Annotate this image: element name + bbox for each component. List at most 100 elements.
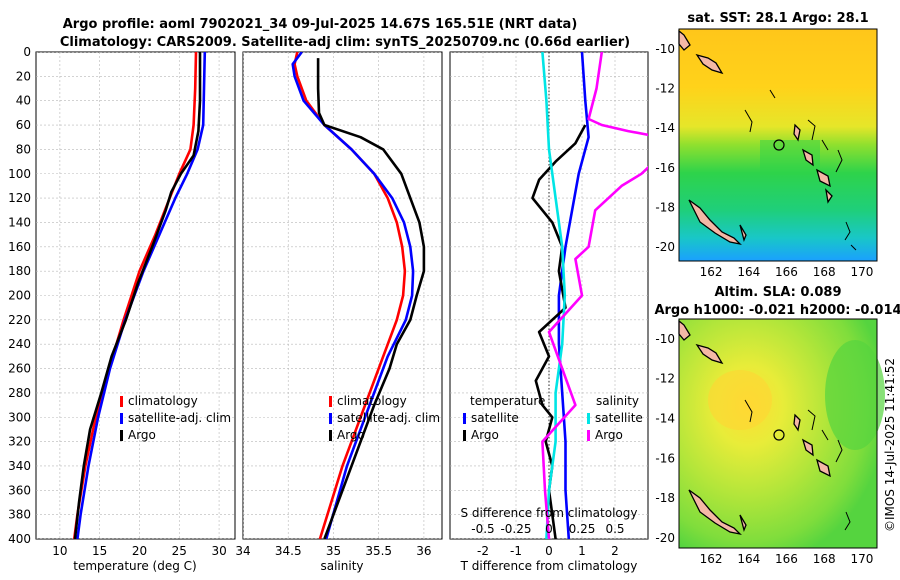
- sla-low-patch: [825, 340, 885, 450]
- map-y-tick-label: -18: [655, 200, 675, 214]
- map-x-tick-label: 162: [700, 265, 723, 279]
- legend-swatch-climatology: [329, 396, 332, 407]
- y-tick-label: 340: [8, 459, 31, 473]
- map-y-tick-label: -14: [655, 412, 675, 426]
- series-line-satellite-adj-clim: [291, 52, 415, 539]
- legend-label-climatology: climatology: [128, 394, 198, 408]
- y-tick-label: 400: [8, 532, 31, 546]
- sst-map-frame: [678, 28, 878, 262]
- map-y-tick-label: -18: [655, 491, 675, 505]
- x-tick-label: 34: [235, 544, 250, 558]
- series-line-climatology: [293, 52, 407, 539]
- legend-swatch-climatology: [120, 396, 123, 407]
- legend-title-salinity: salinity: [596, 394, 639, 408]
- sla-map-frame: [678, 318, 878, 549]
- sla-high-patch: [708, 370, 772, 430]
- map-y-tick-label: -10: [655, 42, 675, 56]
- difference-x2label: S difference from climatology: [461, 506, 638, 520]
- map-x-tick-label: 162: [700, 552, 723, 566]
- series-line-s-satellite: [541, 52, 567, 539]
- map-x-tick-label: 168: [813, 552, 836, 566]
- legend-label-satellite: satellite-adj. clim: [128, 411, 231, 425]
- map-y-tick-label: -10: [655, 332, 675, 346]
- y-tick-label: 280: [8, 386, 31, 400]
- sla-map-title1: Altim. SLA: 0.089: [715, 285, 842, 300]
- salinity-legend: climatology satellite-adj. clim Argo: [329, 394, 440, 442]
- legend-swatch-argo: [329, 430, 332, 441]
- x-tick-label: 1: [578, 544, 586, 558]
- sst-land: [678, 29, 833, 246]
- x2-tick-label: -0.5: [471, 522, 494, 536]
- y-tick-label: 80: [16, 142, 31, 156]
- figure-title-line1: Argo profile: aoml 7902021_34 09-Jul-202…: [63, 17, 578, 32]
- y-tick-label: 100: [8, 167, 31, 181]
- legend-swatch-t-argo: [463, 430, 466, 441]
- map-x-tick-label: 170: [850, 265, 873, 279]
- series-line-s-argo: [541, 52, 648, 539]
- temperature-legend: climatology satellite-adj. clim Argo: [120, 394, 231, 442]
- legend-swatch-s-satellite: [587, 413, 590, 424]
- map-y-tick-label: -16: [655, 451, 675, 465]
- legend-swatch-satellite: [329, 413, 332, 424]
- x-tick-label: 15: [92, 544, 107, 558]
- x-tick-label: 30: [211, 544, 226, 558]
- legend-label-t-argo: Argo: [471, 428, 499, 442]
- y-tick-label: 40: [16, 94, 31, 108]
- x-tick-label: -2: [477, 544, 489, 558]
- x2-tick-label: 0.25: [569, 522, 596, 536]
- legend-label-s-satellite: satellite: [595, 411, 643, 425]
- imos-footer: ©IMOS 14-Jul-2025 11:41:52: [883, 358, 897, 532]
- map-x-tick-label: 166: [775, 265, 798, 279]
- map-x-tick-label: 168: [813, 265, 836, 279]
- x-tick-label: 35.5: [365, 544, 392, 558]
- x2-tick-label: 0: [545, 522, 553, 536]
- y-tick-label: 60: [16, 118, 31, 132]
- map-y-tick-label: -20: [655, 240, 675, 254]
- sla-map: [678, 318, 885, 549]
- x-tick-label: 0: [545, 544, 553, 558]
- x-tick-label: 25: [172, 544, 187, 558]
- map-x-tick-label: 164: [737, 552, 760, 566]
- sst-argo-marker: [773, 139, 785, 151]
- x-tick-label: 2: [611, 544, 619, 558]
- map-y-tick-label: -12: [655, 81, 675, 95]
- x-tick-label: 20: [132, 544, 147, 558]
- series-line-climatology: [72, 52, 198, 539]
- series-line-satellite-adj-clim: [76, 52, 207, 539]
- y-tick-label: 160: [8, 240, 31, 254]
- y-tick-label: 300: [8, 410, 31, 424]
- x-tick-label: -1: [510, 544, 522, 558]
- sst-map-title: sat. SST: 28.1 Argo: 28.1: [687, 11, 868, 26]
- y-tick-label: 220: [8, 313, 31, 327]
- sla-land: [678, 319, 831, 536]
- y-tick-label: 200: [8, 289, 31, 303]
- series-line-argo: [73, 52, 202, 539]
- legend-label-argo: Argo: [337, 428, 365, 442]
- y-tick-label: 120: [8, 191, 31, 205]
- salinity-xlabel: salinity: [320, 559, 363, 573]
- y-tick-label: 260: [8, 362, 31, 376]
- y-tick-label: 380: [8, 508, 31, 522]
- series-line-argo: [316, 58, 426, 539]
- legend-swatch-s-argo: [587, 430, 590, 441]
- x2-tick-label: -0.25: [500, 522, 531, 536]
- legend-swatch-argo: [120, 430, 123, 441]
- map-x-tick-label: 166: [775, 552, 798, 566]
- legend-label-s-argo: Argo: [595, 428, 623, 442]
- x2-tick-label: 0.5: [605, 522, 624, 536]
- map-x-tick-label: 164: [737, 265, 760, 279]
- figure-title-line2: Climatology: CARS2009. Satellite-adj cli…: [60, 35, 630, 50]
- y-tick-label: 180: [8, 264, 31, 278]
- x-tick-label: 36: [416, 544, 431, 558]
- y-tick-label: 360: [8, 483, 31, 497]
- legend-title-temperature: temperature: [470, 394, 545, 408]
- map-y-tick-label: -16: [655, 161, 675, 175]
- temperature-xlabel: temperature (deg C): [73, 559, 196, 573]
- legend-label-satellite: satellite-adj. clim: [337, 411, 440, 425]
- sst-coast-outline: [744, 89, 857, 251]
- y-tick-label: 240: [8, 337, 31, 351]
- map-x-tick-label: 170: [850, 552, 873, 566]
- sst-map: [678, 28, 878, 262]
- sla-coast-outline: [744, 399, 851, 531]
